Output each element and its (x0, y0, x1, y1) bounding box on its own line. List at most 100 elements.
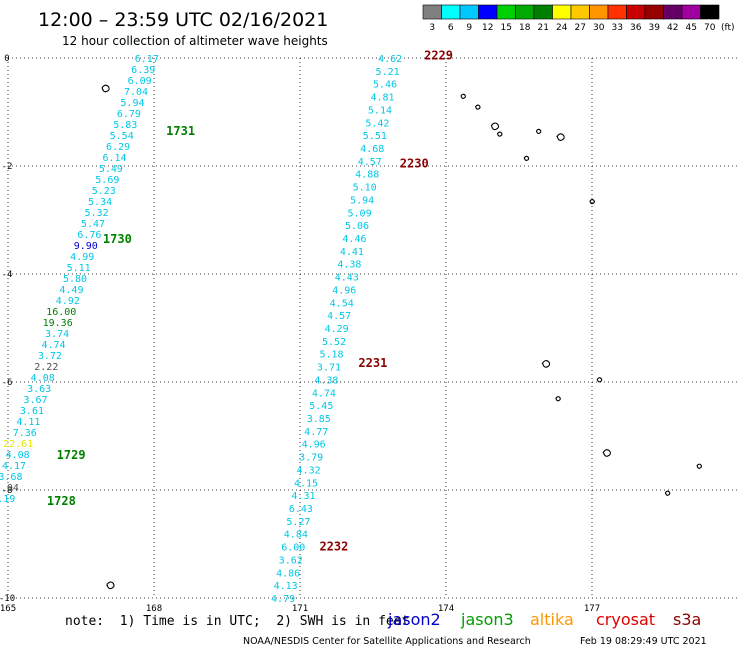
scale-label: 9 (466, 23, 472, 33)
satellite-jason2: jason2 (387, 610, 441, 629)
wave-height-value: 4.96 (302, 440, 326, 451)
scale-swatch (441, 4, 461, 20)
lat-tick-label: 0 (4, 54, 9, 64)
wave-height-value: 4.38 (314, 375, 338, 386)
wave-height-value: 2.04 (0, 483, 19, 494)
satellite-altika: altika (530, 610, 574, 629)
wave-height-value: 5.34 (88, 197, 112, 208)
wave-height-value: 4.17 (2, 461, 26, 472)
wave-height-value: 6.39 (131, 65, 155, 76)
wave-height-value: 4.92 (56, 296, 80, 307)
wave-height-value: 5.94 (120, 98, 144, 109)
lat-lon-grid: 165 168 171 174 177 0 -2 -4 -6 -8 -10 (0, 54, 738, 614)
wave-height-value: 3.68 (0, 472, 22, 483)
time-label: 1731 (166, 124, 195, 138)
island-outline (602, 449, 611, 457)
lat-tick-label: -6 (2, 378, 13, 388)
scale-label: 36 (630, 23, 642, 33)
island-outline (106, 581, 115, 590)
island-outline (475, 104, 481, 110)
lat-tick-label: -10 (0, 594, 15, 604)
wave-height-value: 4.54 (330, 298, 354, 309)
wave-height-value: 5.27 (286, 517, 310, 528)
wave-height-value: 5.11 (67, 263, 91, 274)
scale-swatch (607, 4, 627, 20)
island-outline (589, 199, 595, 205)
wave-height-value: 7.04 (124, 87, 148, 98)
wave-height-value: 5.52 (322, 337, 346, 348)
wave-height-value: 5.46 (373, 80, 397, 91)
scale-swatch (644, 4, 664, 20)
wave-height-value: 5.69 (95, 175, 119, 186)
scale-label: 42 (667, 23, 678, 33)
wave-height-value: 5.32 (85, 208, 109, 219)
wave-height-value: 4.68 (360, 144, 384, 155)
scale-swatch (570, 4, 590, 20)
scale-swatch (552, 4, 572, 20)
wave-height-value: 6.19 (0, 494, 15, 505)
wave-height-value: 4.57 (327, 311, 351, 322)
wave-height-value: 4.62 (378, 54, 402, 65)
wave-height-value: 6.29 (106, 142, 130, 153)
time-label: 2232 (319, 540, 348, 554)
scale-label: 15 (501, 23, 512, 33)
scale-swatch (422, 4, 442, 20)
scale-label: 3 (429, 23, 435, 33)
wave-height-value: 5.21 (376, 67, 400, 78)
lon-tick-label: 171 (292, 604, 308, 614)
wave-height-value: 4.86 (276, 568, 300, 579)
wave-height-value: 4.11 (16, 417, 40, 428)
wave-height-value: 4.99 (70, 252, 94, 263)
wave-height-value: 5.18 (319, 350, 343, 361)
wave-height-value: 5.49 (99, 164, 123, 175)
wave-height-value: 4.08 (31, 373, 55, 384)
lon-tick-label: 174 (438, 604, 454, 614)
wave-height-value: 5.51 (363, 131, 387, 142)
scale-swatch (496, 4, 516, 20)
wave-height-value: 5.14 (368, 105, 392, 116)
altimeter-tracks: 6.176.396.097.045.946.795.835.546.296.14… (0, 54, 402, 605)
wave-height-value: 9.90 (74, 241, 98, 252)
scale-label: 18 (519, 23, 531, 33)
map-title: 12:00 – 23:59 UTC 02/16/2021 (38, 9, 328, 31)
scale-label: 70 (704, 23, 716, 33)
footer-credit: NOAA/NESDIS Center for Satellite Applica… (243, 636, 531, 647)
wave-height-value: 6.43 (289, 504, 313, 515)
wave-height-value: 16.00 (46, 307, 76, 318)
scale-swatch (663, 4, 683, 20)
satellite-jason3: jason3 (460, 610, 514, 629)
lat-tick-label: -2 (2, 162, 13, 172)
wave-height-value: 4.49 (59, 285, 83, 296)
island-outline (596, 377, 603, 383)
scale-swatch (589, 4, 609, 20)
scale-label: 12 (482, 23, 493, 33)
scale-swatch (459, 4, 479, 20)
wave-height-value: 3.63 (27, 384, 51, 395)
wave-height-value: 5.06 (345, 221, 369, 232)
lon-tick-label: 177 (584, 604, 600, 614)
island-outline (664, 490, 671, 496)
wave-height-value: 4.32 (297, 465, 321, 476)
wave-height-value: 4.57 (358, 157, 382, 168)
track-time-labels: 1731 1730 1729 1728 2229 2230 2231 2232 (47, 48, 453, 553)
scale-label: 27 (575, 23, 586, 33)
time-label: 1729 (57, 448, 86, 462)
island-outline (523, 155, 530, 161)
wave-height-value: 5.23 (92, 186, 116, 197)
scale-label: 45 (686, 23, 697, 33)
wave-height-value: 4.74 (312, 388, 336, 399)
island-outline (535, 128, 542, 134)
wave-height-value: 7.36 (13, 428, 37, 439)
satellite-s3a: s3a (673, 610, 701, 629)
lat-tick-label: -8 (2, 486, 13, 496)
legend-note: note: 1) Time is in UTC; 2) SWH is in fe… (65, 614, 409, 629)
wave-height-value: 4.08 (6, 450, 30, 461)
wave-height-color-scale: 3 6 9 12 15 18 21 24 27 30 33 36 39 42 45 70 (ft) (422, 4, 735, 33)
track-2: 4.62 5.21 5.46 4.815.14 5.42 5.51 4.68 4.57 4.88… (271, 54, 402, 605)
wave-height-value: 5.45 (309, 401, 333, 412)
wave-height-value: 4.31 (291, 491, 315, 502)
wave-height-value: 4.96 (332, 285, 356, 296)
wave-height-value: 3.74 (45, 329, 69, 340)
wave-height-value: 4.46 (342, 234, 366, 245)
